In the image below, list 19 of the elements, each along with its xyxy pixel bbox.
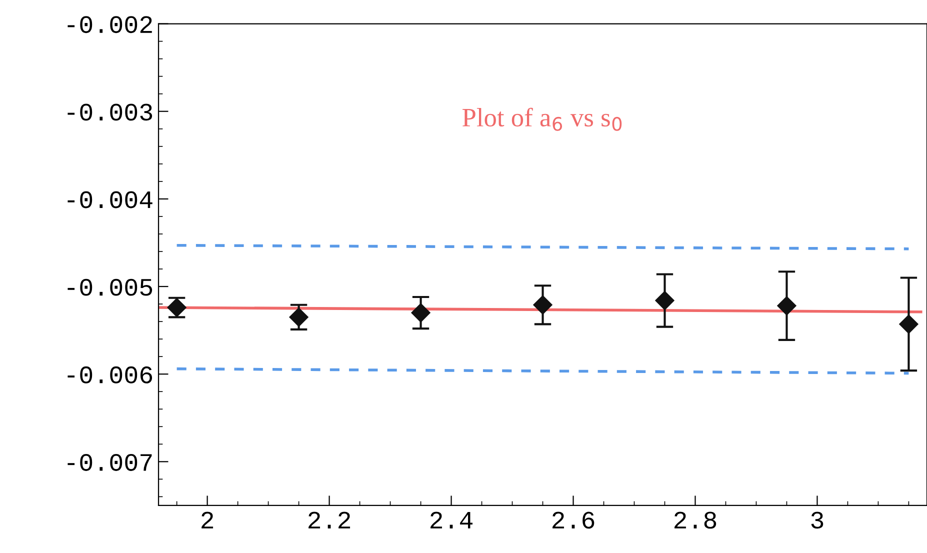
y-tick-label: -0.005 bbox=[68, 278, 152, 296]
x-tick-label: 3 bbox=[811, 512, 824, 529]
y-tick-label: -0.004 bbox=[68, 191, 152, 208]
x-tick-label: 2.8 bbox=[674, 512, 716, 529]
point bbox=[655, 290, 674, 310]
x-tick-label: 2.6 bbox=[552, 512, 594, 529]
y-tick-label: -0.002 bbox=[68, 16, 152, 34]
x-tick-label: 2.2 bbox=[308, 512, 350, 528]
text: Plot of a$_{6}$ vs s$_{0}$ bbox=[462, 108, 622, 131]
x-tick-label: 2.4 bbox=[430, 512, 473, 528]
point bbox=[289, 308, 308, 327]
point bbox=[533, 295, 552, 314]
y-tick-label: -0.003 bbox=[68, 104, 152, 121]
x-tick-label: 2 bbox=[202, 512, 214, 528]
point bbox=[899, 314, 918, 334]
y-tick-label: -0.007 bbox=[68, 454, 152, 471]
point bbox=[411, 303, 430, 322]
point bbox=[777, 296, 796, 316]
y-tick-label: -0.006 bbox=[68, 366, 152, 384]
